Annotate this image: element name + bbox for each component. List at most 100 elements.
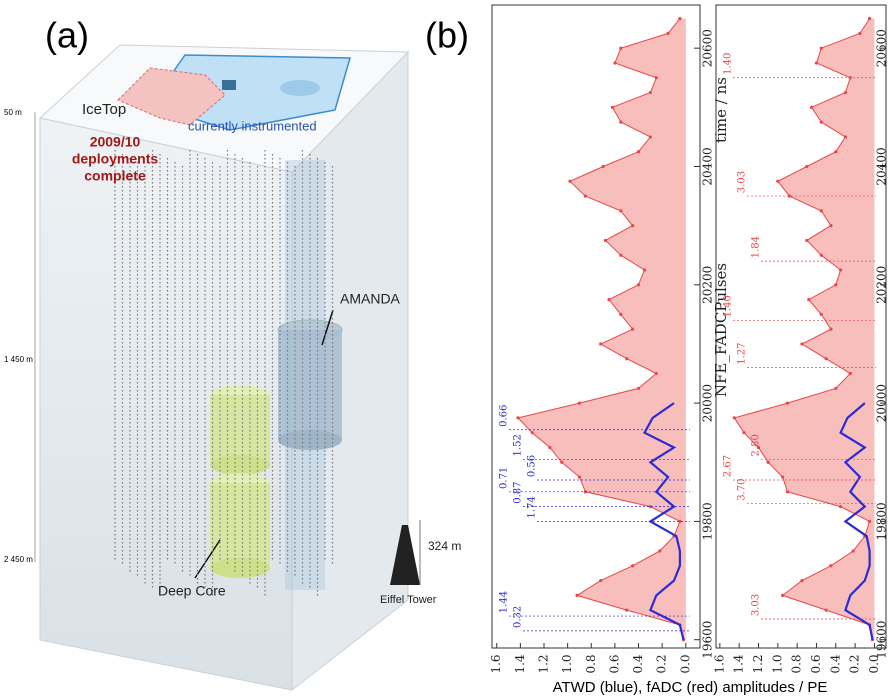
x-tick-label: 20400 xyxy=(701,147,715,185)
x-tick-label: 20400 xyxy=(875,147,888,185)
annotation: 1.40 xyxy=(723,53,734,75)
x-axis-label: ATWD (blue), fADC (red) amplitudes / PE xyxy=(553,679,828,696)
point xyxy=(619,312,623,316)
point xyxy=(810,105,814,109)
annotation: 2.80 xyxy=(751,434,762,456)
point xyxy=(787,194,792,198)
area xyxy=(734,18,875,640)
plot-frame xyxy=(715,4,887,649)
point xyxy=(805,238,809,243)
chart-title: NFE_FADCPulses xyxy=(712,263,730,397)
deployments-label: complete xyxy=(84,168,146,184)
y-tick-label: 1.0 xyxy=(560,654,574,673)
point xyxy=(631,327,635,331)
y-tick-label: 1.6 xyxy=(712,654,726,673)
point xyxy=(619,253,623,257)
point xyxy=(654,371,658,376)
depth-label: 1 450 m xyxy=(4,355,33,364)
y-tick-label: 1.4 xyxy=(732,654,746,673)
y-tick-label: 0.0 xyxy=(678,654,692,673)
point xyxy=(829,327,833,331)
point xyxy=(781,475,785,479)
point xyxy=(599,342,603,346)
y-tick-label: 0.8 xyxy=(790,654,804,673)
icetop-label: IceTop xyxy=(82,101,126,118)
point xyxy=(610,105,615,109)
area xyxy=(518,18,686,640)
y-tick-label: 0.6 xyxy=(809,654,823,673)
point xyxy=(636,283,641,287)
point xyxy=(516,416,520,420)
point xyxy=(819,312,823,316)
x-tick-label: 20200 xyxy=(875,266,888,304)
annotation: 0.87 xyxy=(513,481,524,503)
point xyxy=(625,357,629,361)
point xyxy=(631,564,635,568)
point xyxy=(666,31,670,35)
point xyxy=(867,17,872,21)
charts: 19600 19800 20000 20200 20400 20600 1.6 1.4 1.2 1… xyxy=(489,4,888,674)
point xyxy=(648,90,652,95)
point xyxy=(530,431,534,435)
point xyxy=(613,61,617,65)
annotation: 0.71 xyxy=(499,467,510,489)
point xyxy=(601,164,605,169)
point xyxy=(867,519,872,524)
point xyxy=(648,135,652,139)
y-tick-label: 0.6 xyxy=(607,654,621,673)
x-tick-label: 19600 xyxy=(875,621,888,659)
point xyxy=(824,357,828,361)
x-tick-label: 20600 xyxy=(701,29,715,67)
line xyxy=(839,402,874,640)
point xyxy=(732,416,736,420)
point xyxy=(848,371,852,376)
point xyxy=(619,46,623,50)
annotation: 2.67 xyxy=(723,455,734,477)
x-tick-label: 20000 xyxy=(701,384,715,422)
annotation: 1.44 xyxy=(499,591,510,613)
point xyxy=(785,401,790,405)
x-tick-label: 20600 xyxy=(875,29,888,67)
panel-label: (b) xyxy=(425,15,469,56)
point xyxy=(625,608,629,612)
point xyxy=(819,46,823,50)
point xyxy=(577,475,582,479)
annotation: 0.56 xyxy=(527,455,538,477)
point xyxy=(819,120,823,124)
point xyxy=(568,179,572,183)
point xyxy=(839,505,843,509)
instrumented-label: currently instrumented xyxy=(188,118,317,133)
annotation: 1.27 xyxy=(737,342,748,364)
point xyxy=(851,549,855,553)
depth-label: 2 450 m xyxy=(4,555,33,564)
annotation: 3.70 xyxy=(737,479,748,501)
point xyxy=(781,593,785,597)
y-tick-label: 1.2 xyxy=(537,654,551,673)
point xyxy=(756,445,761,450)
point xyxy=(785,490,790,494)
deployments-label: 2009/10 xyxy=(90,134,141,150)
point xyxy=(631,224,635,228)
point xyxy=(834,150,838,154)
point xyxy=(829,564,833,568)
point xyxy=(858,31,862,35)
deep-core-label: Deep Core xyxy=(158,583,226,599)
y-tick-label: 1.4 xyxy=(513,654,527,673)
eiffel-label: Eiffel Tower xyxy=(380,594,437,606)
y-tick-label: 1.0 xyxy=(770,654,784,673)
point xyxy=(642,268,647,272)
y-tick-label: 0.4 xyxy=(828,654,842,673)
point xyxy=(742,431,746,435)
deployments-label: deployments xyxy=(72,151,159,167)
point xyxy=(636,386,641,390)
y-tick-label: 0.2 xyxy=(848,654,862,673)
strings xyxy=(114,150,334,596)
plot-frame xyxy=(491,4,701,649)
x-tick-label: 19800 xyxy=(875,502,888,540)
point xyxy=(636,150,641,154)
annotation: 3.03 xyxy=(751,594,762,616)
annotation: 0.66 xyxy=(499,405,510,427)
point xyxy=(575,593,579,597)
point xyxy=(619,120,623,124)
point xyxy=(658,549,662,553)
